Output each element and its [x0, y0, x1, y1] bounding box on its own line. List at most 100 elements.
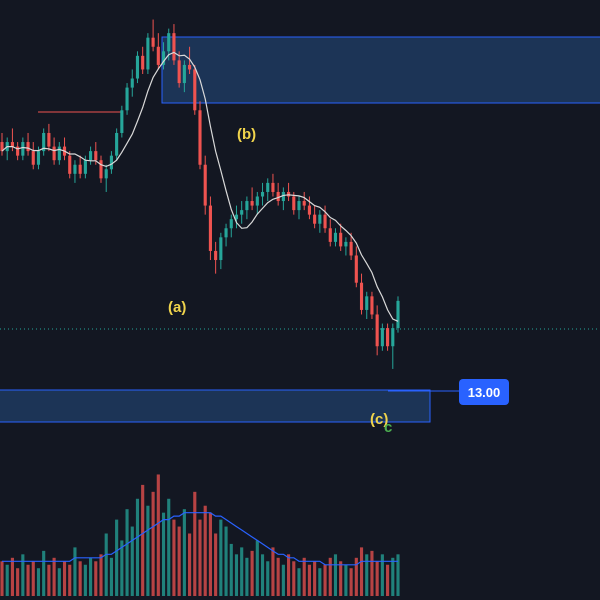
candle-body	[151, 37, 155, 47]
volume-bar	[125, 509, 129, 596]
moving-average-line	[1, 51, 399, 322]
volume-bar	[240, 547, 244, 596]
volume-bar	[16, 568, 20, 596]
candle-body	[250, 201, 254, 206]
volume-bar	[328, 557, 332, 596]
candle-body	[375, 314, 379, 347]
candle-body	[94, 151, 98, 161]
candle-body	[141, 55, 145, 70]
volume-bar	[146, 505, 150, 596]
volume-bar	[297, 568, 301, 596]
volume-bar	[208, 512, 212, 596]
price-tag-label: 13.00	[468, 385, 501, 400]
volume-bar	[177, 526, 181, 596]
volume-bar	[391, 557, 395, 596]
volume-bar	[266, 561, 270, 596]
candle-body	[193, 69, 197, 111]
volume-bar	[151, 491, 155, 596]
candle-body	[328, 228, 332, 242]
volume-bar	[302, 557, 306, 596]
candle-body	[323, 214, 327, 229]
candle-body	[167, 33, 171, 52]
volume-bar	[281, 564, 285, 596]
candle-body	[260, 191, 265, 197]
candle-body	[224, 228, 228, 238]
candle-body	[188, 64, 192, 70]
volume-ma-line	[2, 512, 398, 566]
volume-bar	[172, 519, 176, 596]
volume-bar	[307, 564, 311, 596]
candle-body	[21, 142, 25, 156]
candlesticks	[0, 19, 400, 369]
candle-body	[73, 164, 77, 174]
candle-body	[156, 46, 160, 65]
candle-body	[172, 33, 176, 61]
volume-bar	[214, 533, 218, 596]
candle-body	[203, 164, 207, 206]
volume-bar	[42, 550, 46, 596]
candle-body	[83, 160, 87, 174]
candle-body	[146, 37, 150, 70]
candle-body	[302, 201, 306, 206]
volume-bar	[219, 519, 223, 596]
wave-label-b: (b)	[237, 126, 256, 143]
volume-bar	[375, 561, 379, 596]
volume-bar	[26, 564, 30, 596]
candle-body	[349, 241, 353, 256]
candle-body	[354, 255, 358, 283]
candle-body	[68, 155, 72, 174]
candle-body	[333, 232, 338, 242]
candle-body	[396, 300, 400, 329]
candle-body	[130, 78, 134, 88]
volume-bar	[354, 557, 358, 596]
volume-bar	[167, 498, 171, 596]
candle-body	[10, 142, 14, 147]
candle-body	[229, 219, 233, 229]
candle-body	[182, 64, 186, 84]
volume-bar	[260, 554, 265, 596]
volume-bar	[47, 564, 51, 596]
volume-bar	[245, 557, 249, 596]
volume-bar	[396, 554, 400, 596]
volume-bar	[386, 564, 390, 596]
volume-bar	[99, 554, 103, 596]
candle-body	[42, 132, 46, 152]
demand-zone[interactable]	[0, 389, 431, 423]
wave-label-c: (c)	[370, 411, 388, 428]
volume-bar	[323, 564, 327, 596]
volume-bar	[287, 554, 291, 596]
volume-bar	[365, 554, 369, 596]
volume-bar	[156, 474, 160, 596]
volume-bar	[31, 561, 35, 596]
candle-body	[214, 250, 218, 261]
candle-body	[26, 142, 30, 152]
volume-bar	[318, 568, 322, 596]
candle-body	[125, 87, 129, 111]
candle-body	[109, 155, 113, 170]
supply-zone[interactable]	[161, 36, 600, 104]
volume-bar	[109, 557, 113, 596]
volume-bar	[135, 498, 140, 596]
volume-bar	[359, 547, 364, 596]
volume-bar	[380, 554, 384, 596]
volume-bar	[229, 543, 233, 596]
candle-body	[234, 214, 239, 220]
volume-bar	[120, 540, 124, 596]
volume-bar	[224, 526, 228, 596]
candle-body	[391, 328, 395, 347]
candle-body	[120, 110, 124, 133]
price-tag-box	[459, 379, 509, 405]
volume-bar	[188, 533, 192, 596]
candle-body	[307, 205, 311, 215]
candle-body	[359, 282, 364, 310]
volume-bar	[333, 554, 338, 596]
candle-body	[219, 237, 223, 261]
price-tag[interactable]: 13.00	[459, 379, 509, 405]
candle-body	[271, 182, 275, 192]
volume-bar	[276, 557, 280, 596]
candle-body	[266, 182, 270, 192]
volume-bar	[52, 557, 56, 596]
volume-bar	[62, 561, 67, 596]
candle-body	[0, 142, 4, 152]
